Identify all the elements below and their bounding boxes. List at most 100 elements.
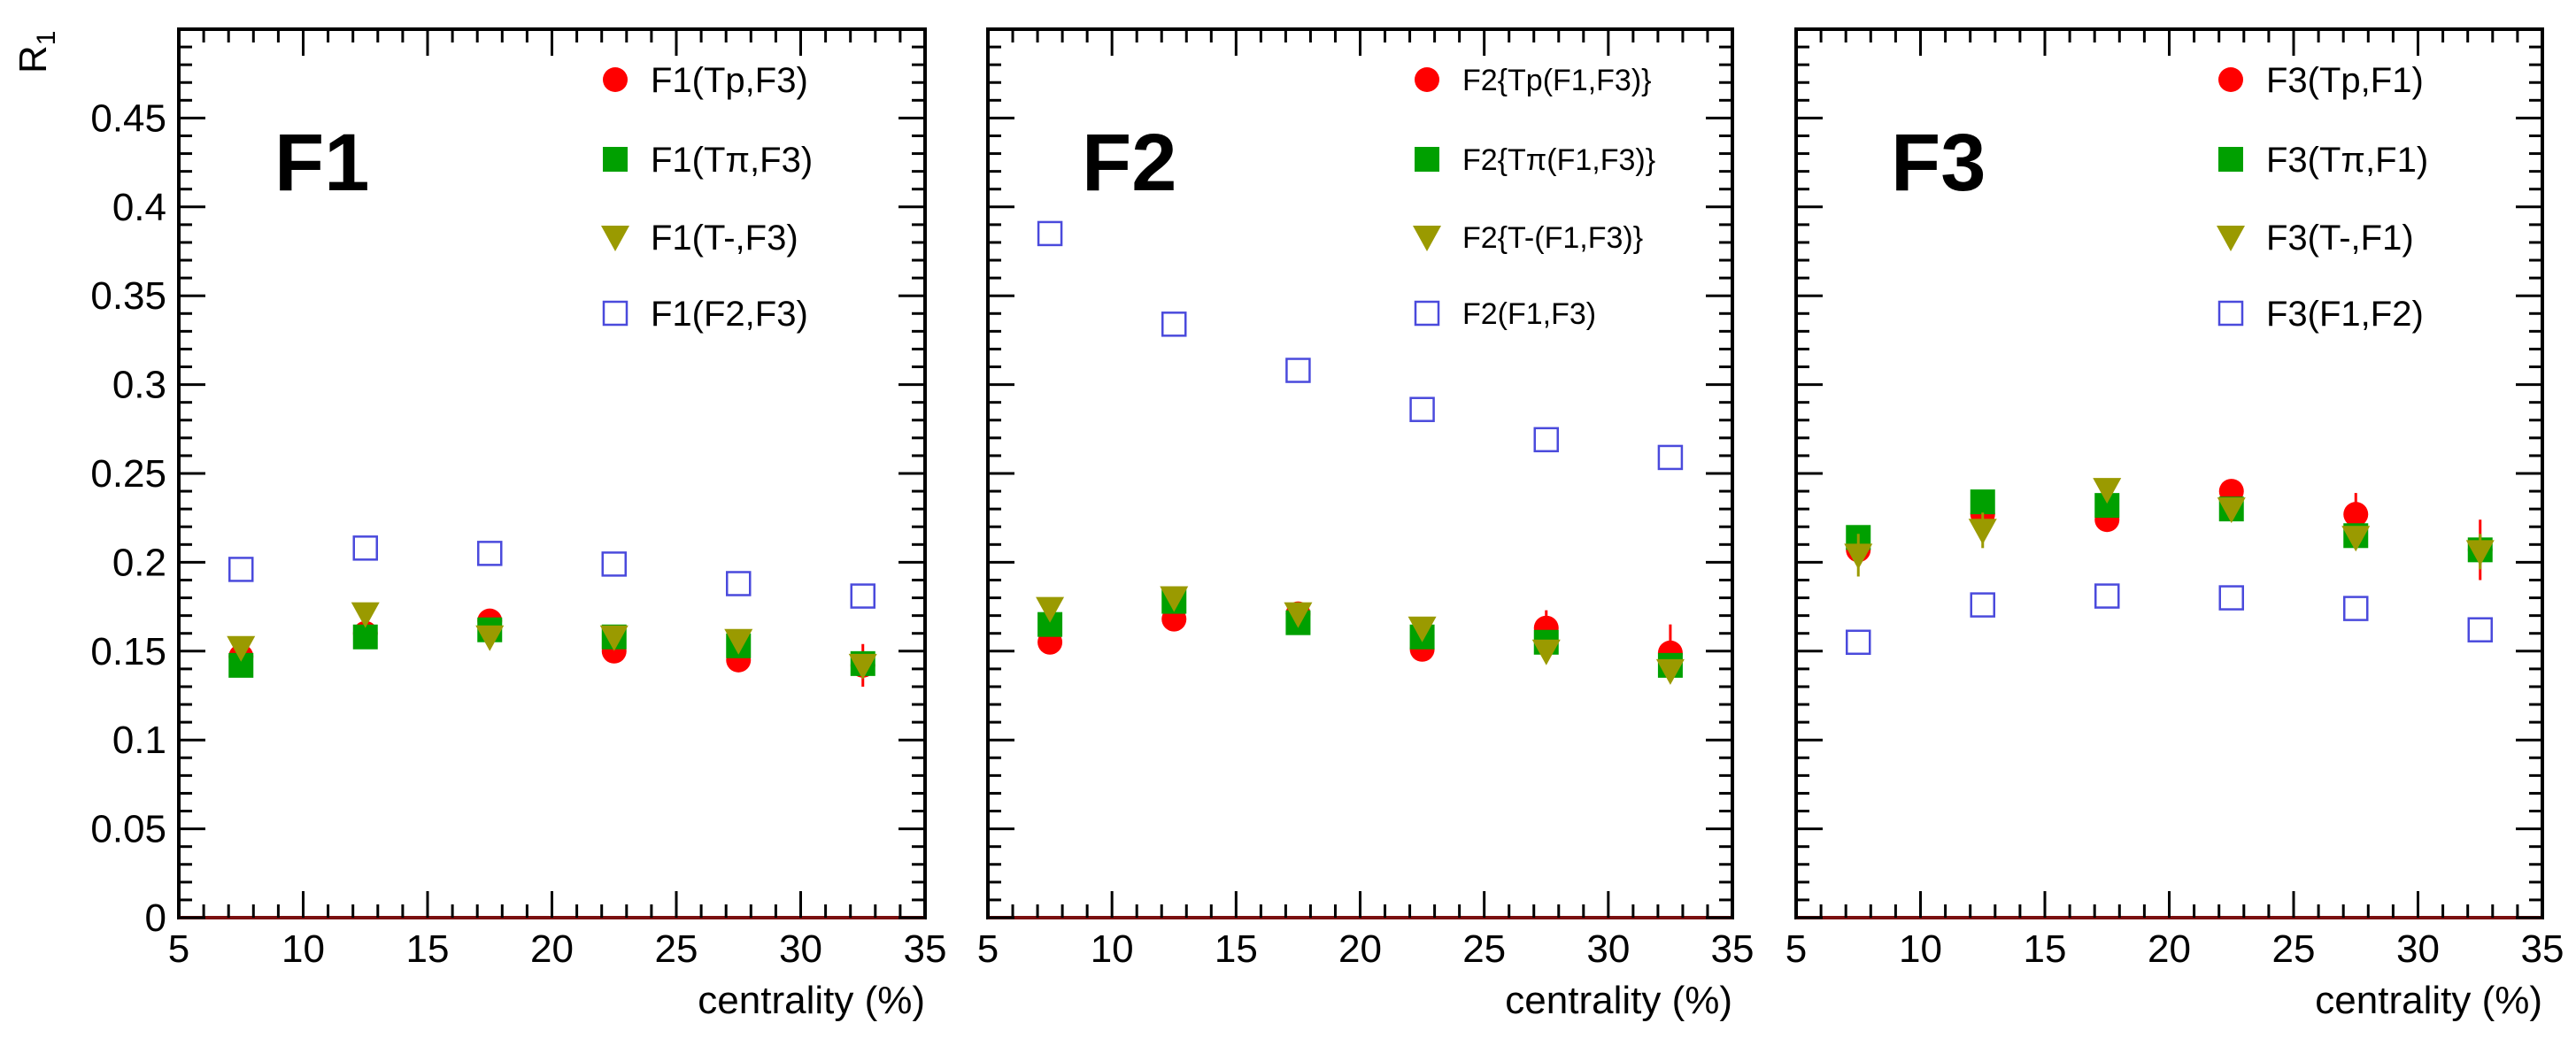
legend-label: F2{Tp(F1,F3)} — [1462, 64, 1652, 97]
data-point — [2093, 478, 2122, 504]
legend-marker — [2218, 147, 2243, 172]
series-triangle-down — [1844, 478, 2495, 577]
legend-label: F3(Tp,F1) — [2266, 61, 2424, 100]
x-axis-title: centrality (%) — [698, 979, 925, 1022]
legend-label: F1(Tπ,F3) — [651, 141, 813, 180]
data-point — [1533, 427, 1559, 453]
x-tick-label: 20 — [2148, 927, 2191, 971]
x-tick-label: 30 — [779, 927, 822, 971]
x-tick-label: 20 — [530, 927, 574, 971]
legend-marker — [1415, 147, 1439, 172]
data-point — [1036, 596, 1065, 623]
x-tick-label: 10 — [282, 927, 325, 971]
x-tick-label: 10 — [1091, 927, 1134, 971]
x-axis-title: centrality (%) — [2315, 979, 2542, 1022]
legend: F1(Tp,F3) F1(Tπ,F3) F1(T-,F3) F1(F2,F3) — [601, 61, 813, 334]
data-point — [352, 535, 378, 561]
data-point — [1037, 220, 1063, 247]
data-point — [1657, 444, 1684, 471]
x-tick-label: 25 — [1462, 927, 1506, 971]
y-tick-label: 0 — [145, 896, 166, 940]
x-tick-label: 15 — [1215, 927, 1258, 971]
data-point — [1970, 592, 1995, 618]
legend-label: F2(F1,F3) — [1462, 297, 1596, 331]
legend: F3(Tp,F1) F3(Tπ,F1) F3(T-,F1) F3(F1,F2) — [2217, 61, 2428, 334]
data-point — [1285, 358, 1311, 383]
legend-marker — [1414, 300, 1440, 327]
data-point — [724, 628, 753, 655]
x-tick-label: 15 — [406, 927, 450, 971]
data-point — [1409, 396, 1435, 422]
legend-marker — [602, 300, 629, 327]
data-point — [228, 557, 254, 582]
legend-label: F1(T-,F3) — [651, 219, 798, 258]
series-open-square — [228, 535, 875, 609]
data-point — [352, 624, 378, 650]
legend-marker — [603, 147, 628, 172]
series-square — [1037, 588, 1683, 678]
legend-marker — [1415, 67, 1439, 92]
y-tick-label: 0.3 — [112, 364, 166, 407]
data-point — [1846, 629, 1871, 656]
data-point — [2217, 497, 2246, 524]
data-point — [1968, 519, 1997, 545]
x-tick-label: 25 — [655, 927, 698, 971]
x-tick-label: 15 — [2024, 927, 2067, 971]
data-point — [351, 602, 380, 628]
data-point — [848, 653, 877, 680]
x-tick-label: 20 — [1338, 927, 1382, 971]
series-open-square — [1846, 583, 2493, 656]
y-tick-label: 0.2 — [112, 541, 166, 584]
x-tick-label: 10 — [1899, 927, 1942, 971]
legend-marker — [1413, 226, 1441, 251]
data-point — [1531, 639, 1561, 665]
y-axis-title-subscript: 1 — [32, 31, 61, 46]
data-point — [1844, 543, 1873, 570]
x-tick-label: 25 — [2272, 927, 2316, 971]
legend-marker — [2217, 300, 2244, 327]
legend-label: F3(Tπ,F1) — [2266, 141, 2428, 180]
data-point — [1408, 616, 1437, 642]
legend-label: F2{T-(F1,F3)} — [1462, 221, 1643, 255]
data-point — [1161, 311, 1187, 337]
legend-label: F1(F2,F3) — [651, 295, 808, 334]
data-point — [2341, 526, 2371, 552]
y-tick-label: 0.15 — [90, 630, 166, 673]
data-point — [2465, 540, 2495, 566]
series-open-square — [1037, 220, 1684, 471]
data-point — [477, 541, 503, 566]
series-circle — [1037, 601, 1683, 681]
data-point — [2343, 596, 2369, 621]
data-point — [1284, 602, 1313, 628]
legend-marker — [603, 67, 628, 92]
legend-label: F3(F1,F2) — [2266, 295, 2424, 334]
y-tick-label: 0.1 — [112, 719, 166, 762]
series-square — [228, 617, 875, 678]
y-tick-label: 0.35 — [90, 274, 166, 318]
data-point — [850, 583, 875, 609]
series-triangle-down — [1036, 586, 1685, 685]
panel-title: F1 — [274, 118, 369, 208]
y-tick-label: 0.05 — [90, 808, 166, 851]
series-circle — [228, 608, 875, 687]
legend-label: F1(Tp,F3) — [651, 61, 808, 100]
legend-marker — [2218, 67, 2243, 92]
y-tick-label: 0.4 — [112, 186, 166, 229]
x-tick-label: 5 — [168, 927, 189, 971]
x-tick-label: 5 — [977, 927, 999, 971]
panel-title: F2 — [1082, 118, 1176, 208]
data-point — [1160, 586, 1189, 612]
y-tick-label: 0.45 — [90, 96, 166, 140]
legend-label: F2{Tπ(F1,F3)} — [1462, 143, 1655, 177]
y-axis-title: R1 — [12, 31, 61, 73]
data-point — [1655, 658, 1685, 685]
x-tick-label: 5 — [1785, 927, 1807, 971]
legend: F2{Tp(F1,F3)} F2{Tπ(F1,F3)} F2{T-(F1,F3)} F… — [1413, 64, 1655, 331]
data-point — [475, 625, 505, 651]
data-point — [2218, 585, 2244, 611]
series-triangle-down — [227, 602, 877, 680]
panel-1: 5 10 15 20 25 30 35 0 0.05 0.1 0.15 0.2 0.25 0.3 0.35 0… — [12, 27, 946, 1022]
data-point — [599, 625, 629, 651]
